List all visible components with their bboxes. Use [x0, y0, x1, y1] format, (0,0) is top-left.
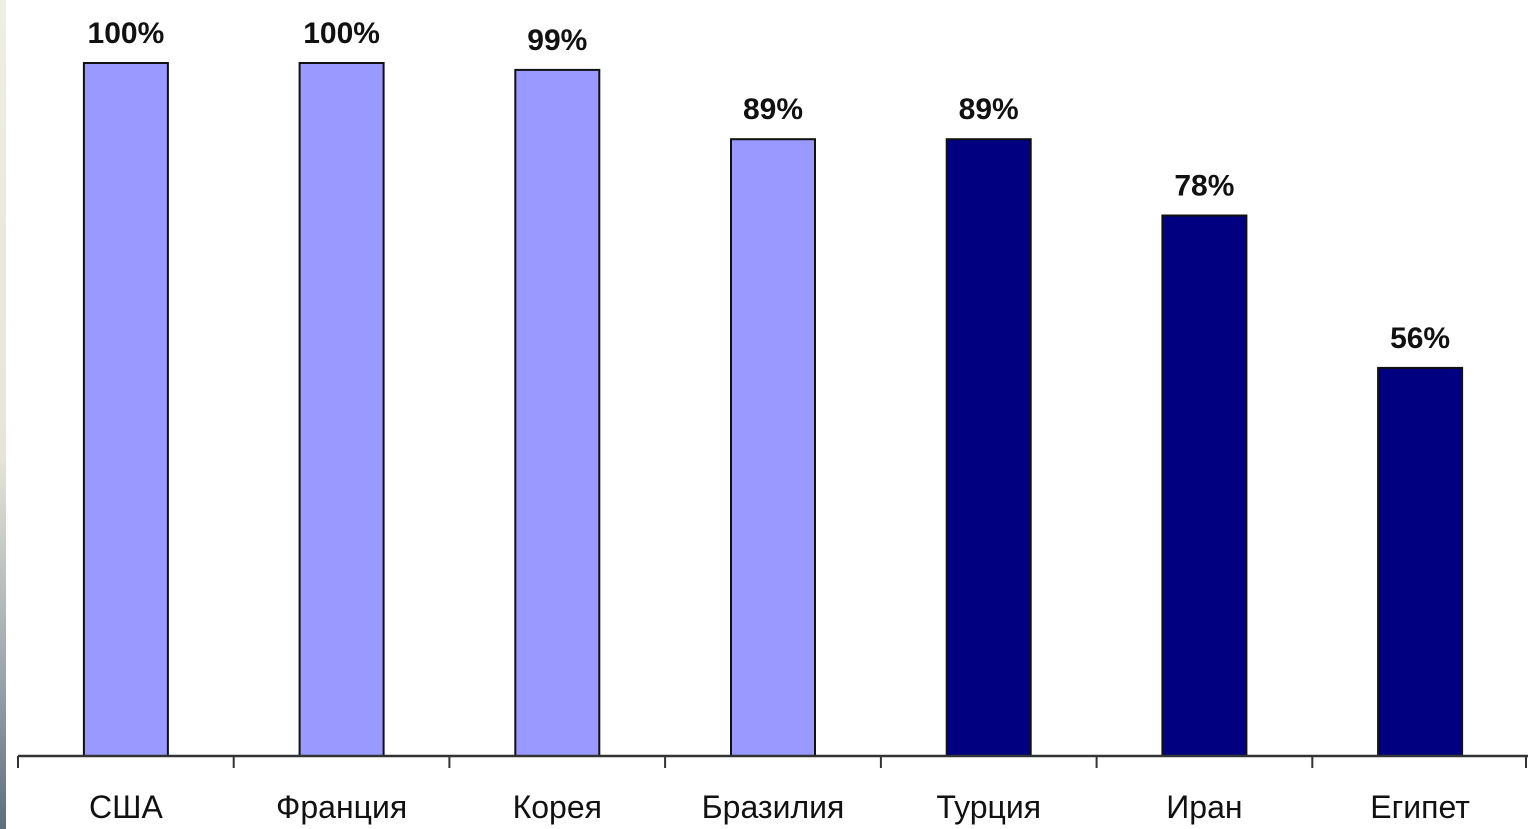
bar-3 [514, 68, 601, 757]
category-label-4: Бразилия [702, 789, 845, 825]
value-labels: 100% 100% 99% 89% 89% 78% 56% [88, 17, 1451, 355]
category-label-7: Египет [1370, 789, 1470, 825]
value-label-5: 89% [959, 93, 1019, 126]
bar-4 [730, 138, 816, 757]
bar-6 [1161, 214, 1248, 757]
value-label-2: 100% [303, 17, 380, 50]
bar-5 [945, 138, 1032, 757]
value-label-1: 100% [88, 17, 165, 50]
bars-layer [82, 62, 1464, 757]
value-label-3: 99% [527, 24, 587, 57]
category-labels: США Франция Корея Бразилия Турция Иран Египет [89, 789, 1470, 825]
category-label-5: Турция [936, 789, 1041, 825]
category-label-6: Иран [1166, 789, 1242, 825]
category-label-2: Франция [276, 789, 407, 825]
value-label-7: 56% [1390, 322, 1450, 355]
category-label-3: Корея [513, 789, 602, 825]
bar-2 [298, 62, 385, 757]
category-label-1: США [89, 789, 163, 825]
value-label-6: 78% [1174, 170, 1234, 203]
value-label-4: 89% [743, 93, 803, 126]
x-axis [17, 754, 1528, 768]
bar-7 [1377, 366, 1464, 757]
bar-1 [82, 62, 169, 757]
window-edge-strip [0, 0, 6, 829]
